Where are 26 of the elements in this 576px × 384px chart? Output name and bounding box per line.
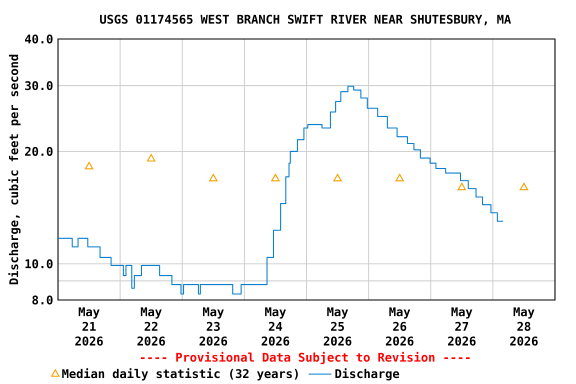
point bbox=[333, 174, 342, 182]
point bbox=[84, 162, 94, 170]
legend-label: Median daily statistic (32 years) bbox=[62, 368, 298, 380]
text: ---- Provisional Data Subject to Revision ---- bbox=[140, 352, 470, 364]
x-tick-label: May 22 2026 bbox=[137, 307, 165, 346]
x-tick-label: May 25 2026 bbox=[324, 307, 352, 346]
x-tick-label: May 23 2026 bbox=[200, 307, 228, 346]
x-tick-label: May 21 2026 bbox=[75, 307, 103, 346]
y-tick-label: 8.0 bbox=[32, 295, 53, 305]
chart-title: USGS 01174565 WEST BRANCH SWIFT RIVER NEAR SHUTESBURY, MA bbox=[100, 14, 511, 26]
x-tick-label: May 27 2026 bbox=[448, 307, 476, 346]
point bbox=[395, 174, 404, 182]
point bbox=[146, 154, 156, 162]
y-axis-title: Discharge, cubic feet per second bbox=[8, 54, 21, 284]
y-tick-label: 10.0 bbox=[26, 259, 53, 268]
x-tick-label: May 24 2026 bbox=[262, 307, 290, 346]
legend-label: Discharge bbox=[335, 368, 400, 380]
x-tick-label: May 28 2026 bbox=[510, 307, 538, 346]
y-tick-label: 30.0 bbox=[25, 81, 53, 90]
point bbox=[209, 174, 218, 182]
point bbox=[271, 174, 280, 182]
y-tick-label: 20.0 bbox=[25, 146, 53, 156]
x-tick-label: May 26 2026 bbox=[386, 307, 414, 346]
y-tick-label: 40.0 bbox=[25, 34, 53, 44]
point bbox=[520, 182, 528, 190]
point bbox=[458, 182, 466, 190]
